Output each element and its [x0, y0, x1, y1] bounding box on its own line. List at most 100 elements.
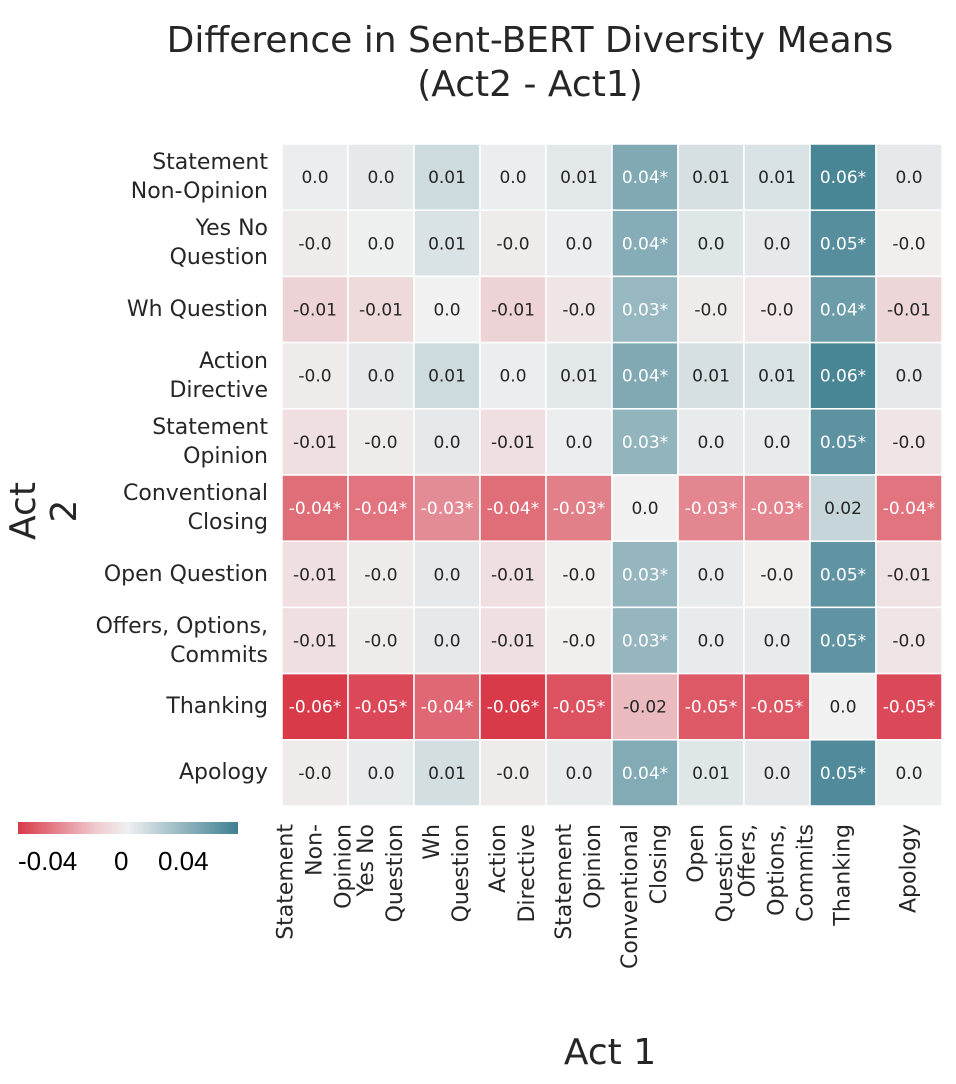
colorbar-tick-label: 0.04	[158, 846, 209, 876]
x-tick-label: Conventional Closing	[618, 824, 672, 969]
heatmap-cell	[347, 606, 415, 675]
colorbar-tick-label: -0.04	[18, 846, 78, 876]
heatmap-cell	[545, 540, 613, 609]
cell-value-label: 0.0	[499, 168, 526, 188]
x-tick-label-box: Statement Opinion	[546, 824, 612, 1044]
heatmap-cell	[611, 341, 679, 410]
heatmap-cell	[743, 474, 811, 542]
heatmap-cell	[611, 209, 679, 278]
cell-value-label: -0.04*	[883, 499, 936, 519]
cell-value-label: -0.0	[364, 565, 397, 585]
cell-value-label: 0.01	[428, 168, 466, 188]
cell-value-label: -0.01	[293, 632, 337, 652]
chart-title: Difference in Sent-BERT Diversity Means	[166, 20, 894, 61]
cell-value-label: 0.0	[763, 632, 790, 652]
heatmap-cell	[809, 341, 877, 410]
heatmap-cell	[413, 341, 481, 410]
heatmap-cell	[413, 739, 481, 807]
y-tick-label: Thanking	[166, 694, 268, 720]
cell-value-label: 0.0	[433, 301, 460, 321]
heatmap-cell	[281, 606, 349, 675]
cell-value-label: -0.01	[293, 433, 337, 453]
cell-value-label: -0.05*	[883, 698, 936, 718]
heatmap-cell	[743, 341, 811, 410]
heatmap-cell	[611, 606, 679, 675]
heatmap-cell	[677, 474, 745, 542]
heatmap-cell	[479, 606, 547, 675]
heatmap-cell	[545, 739, 613, 807]
heatmap-cell	[479, 341, 547, 410]
cell-value-label: 0.0	[697, 433, 724, 453]
cell-value-label: 0.01	[428, 764, 466, 784]
x-tick-label: Statement Non-Opinion	[273, 824, 357, 940]
heatmap-cell	[281, 739, 349, 807]
y-tick-label: Apology	[178, 760, 268, 786]
heatmap-cell	[677, 143, 745, 211]
cell-value-label: -0.05*	[685, 698, 738, 718]
cell-value-label: -0.0	[364, 632, 397, 652]
cell-value-label: 0.0	[565, 764, 592, 784]
cell-value-label: 0.05*	[820, 632, 866, 652]
cell-value-label: -0.05*	[355, 698, 408, 718]
heatmap-cell	[743, 672, 811, 741]
cell-value-label: 0.0	[697, 632, 724, 652]
cell-value-label: -0.01	[359, 301, 403, 321]
cell-value-label: 0.01	[428, 234, 466, 254]
colorbar	[18, 822, 238, 834]
cell-value-label: 0.0	[433, 632, 460, 652]
cell-value-label: 0.03*	[622, 433, 668, 453]
heatmap-cell	[875, 209, 943, 278]
heatmap-cell	[413, 672, 481, 741]
cell-value-label: 0.0	[433, 565, 460, 585]
cell-value-label: 0.0	[895, 764, 922, 784]
cell-value-label: -0.01	[491, 433, 535, 453]
x-tick-label: Thanking	[830, 824, 856, 926]
cell-value-label: -0.0	[496, 764, 529, 784]
cell-value-label: 0.0	[367, 367, 394, 387]
cell-value-label: -0.0	[562, 565, 595, 585]
heatmap-cell	[677, 408, 745, 476]
y-tick-label: Statement Opinion	[152, 414, 268, 469]
cell-value-label: 0.04*	[820, 301, 866, 321]
heatmap-cell	[347, 672, 415, 741]
heatmap-cell	[677, 275, 745, 344]
cell-value-label: -0.0	[892, 632, 925, 652]
heatmap-cell	[611, 739, 679, 807]
cell-value-label: -0.05*	[553, 698, 606, 718]
cell-value-label: 0.04*	[622, 764, 668, 784]
cell-value-label: 0.05*	[820, 764, 866, 784]
heatmap-cell	[743, 408, 811, 476]
cell-value-label: 0.01	[692, 168, 730, 188]
cell-value-label: -0.0	[760, 301, 793, 321]
heatmap-cell	[611, 275, 679, 344]
cell-value-label: -0.03*	[421, 499, 474, 519]
cell-value-label: -0.01	[491, 632, 535, 652]
cell-value-label: 0.03*	[622, 565, 668, 585]
cell-value-label: 0.0	[829, 698, 856, 718]
heatmap-cell	[545, 275, 613, 344]
cell-value-label: 0.04*	[622, 168, 668, 188]
heatmap-cell	[809, 739, 877, 807]
x-tick-label: Open Question	[684, 823, 738, 923]
heatmap-cell	[545, 474, 613, 542]
cell-value-label: 0.0	[763, 234, 790, 254]
heatmap-cell	[479, 672, 547, 741]
cell-value-label: -0.01	[491, 565, 535, 585]
cell-value-label: -0.01	[887, 565, 931, 585]
cell-value-label: 0.01	[560, 367, 598, 387]
x-tick-label: Action Directive	[486, 824, 540, 923]
cell-value-label: 0.05*	[820, 234, 866, 254]
cell-value-label: -0.06*	[289, 698, 342, 718]
heatmap-cell	[281, 672, 349, 741]
cell-value-label: 0.0	[565, 234, 592, 254]
y-tick-label: Yes No Question	[169, 216, 268, 271]
heatmap-cell	[743, 209, 811, 278]
cell-value-label: -0.04*	[421, 698, 474, 718]
cell-value-label: -0.0	[298, 367, 331, 387]
cell-value-label: -0.0	[562, 301, 595, 321]
cell-value-label: 0.01	[758, 367, 796, 387]
cell-value-label: -0.0	[892, 234, 925, 254]
heatmap-cell	[809, 540, 877, 609]
heatmap-cell	[875, 739, 943, 807]
